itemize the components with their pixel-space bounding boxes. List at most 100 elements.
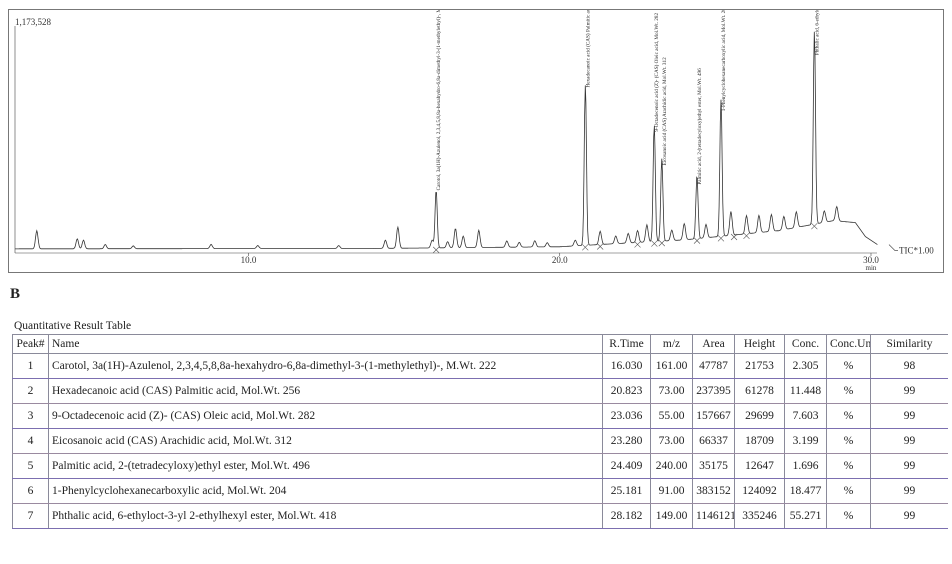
integration-marker bbox=[694, 238, 700, 244]
cell-conc-unit: % bbox=[827, 454, 871, 479]
cell-area: 66337 bbox=[693, 429, 735, 454]
cell-height: 29699 bbox=[735, 404, 785, 429]
cell-mz: 73.00 bbox=[651, 379, 693, 404]
table-row: 2 Hexadecanoic acid (CAS) Palmitic acid, … bbox=[13, 379, 949, 404]
cell-area: 237395 bbox=[693, 379, 735, 404]
cell-similarity: 99 bbox=[871, 454, 949, 479]
cell-conc: 1.696 bbox=[785, 454, 827, 479]
cell-peak: 2 bbox=[13, 379, 49, 404]
cell-rtime: 23.280 bbox=[603, 429, 651, 454]
integration-marker bbox=[597, 244, 603, 250]
chromatogram-panel: 1,173,528 Carotol, 3a(1H)-Azulenol, 2,3,… bbox=[8, 9, 944, 273]
integration-marker bbox=[811, 223, 817, 229]
cell-similarity: 99 bbox=[871, 504, 949, 529]
cell-rtime: 20.823 bbox=[603, 379, 651, 404]
y-max-label: 1,173,528 bbox=[15, 17, 52, 27]
cell-area: 383152 bbox=[693, 479, 735, 504]
cell-mz: 149.00 bbox=[651, 504, 693, 529]
cell-conc: 11.448 bbox=[785, 379, 827, 404]
cell-area: 157667 bbox=[693, 404, 735, 429]
header-mz: m/z bbox=[651, 335, 693, 354]
cell-name: 9-Octadecenoic acid (Z)- (CAS) Oleic aci… bbox=[49, 404, 603, 429]
cell-area: 35175 bbox=[693, 454, 735, 479]
x-tick-label: 10.0 bbox=[241, 255, 257, 265]
trace-label-leader bbox=[889, 245, 898, 251]
cell-conc-unit: % bbox=[827, 354, 871, 379]
header-rtime: R.Time bbox=[603, 335, 651, 354]
cell-area: 1146121 bbox=[693, 504, 735, 529]
cell-rtime: 24.409 bbox=[603, 454, 651, 479]
table-row: 1 Carotol, 3a(1H)-Azulenol, 2,3,4,5,8,8a-… bbox=[13, 354, 949, 379]
quantitative-result-table-container: Quantitative Result Table Peak# Name R.T… bbox=[12, 320, 948, 556]
integration-marker bbox=[433, 247, 439, 253]
cell-mz: 73.00 bbox=[651, 429, 693, 454]
cell-area: 47787 bbox=[693, 354, 735, 379]
integration-marker bbox=[718, 235, 724, 241]
table-header-row: Peak# Name R.Time m/z Area Height Conc. … bbox=[13, 335, 949, 354]
cell-similarity: 99 bbox=[871, 404, 949, 429]
cell-mz: 240.00 bbox=[651, 454, 693, 479]
cell-peak: 5 bbox=[13, 454, 49, 479]
cell-rtime: 25.181 bbox=[603, 479, 651, 504]
integration-marker bbox=[651, 241, 657, 247]
peak-label: 1-Phenylcyclohexanecarboxylic acid, Mol.… bbox=[721, 10, 727, 111]
peak-label: Palmitic acid, 2-(tetradecyloxy)ethyl es… bbox=[696, 68, 703, 185]
cell-conc-unit: % bbox=[827, 379, 871, 404]
cell-conc: 2.305 bbox=[785, 354, 827, 379]
cell-conc: 55.271 bbox=[785, 504, 827, 529]
cell-conc-unit: % bbox=[827, 479, 871, 504]
cell-similarity: 99 bbox=[871, 429, 949, 454]
table-title: Quantitative Result Table bbox=[14, 320, 948, 332]
trace-label: TIC*1.00 bbox=[899, 246, 934, 256]
cell-name: Carotol, 3a(1H)-Azulenol, 2,3,4,5,8,8a-h… bbox=[49, 354, 603, 379]
tic-trace-line bbox=[15, 32, 877, 249]
peak-label: Phthalic acid, 6-ethyloct-3-yl 2-ethylhe… bbox=[814, 10, 820, 55]
cell-height: 18709 bbox=[735, 429, 785, 454]
peak-label: Hexadecanoic acid (CAS) Palmitic acid, M… bbox=[584, 10, 591, 88]
integration-marker bbox=[635, 241, 641, 247]
peak-label: 9-Octadecenoic acid (Z)- (CAS) Oleic aci… bbox=[653, 13, 660, 132]
cell-conc-unit: % bbox=[827, 504, 871, 529]
header-area: Area bbox=[693, 335, 735, 354]
cell-peak: 6 bbox=[13, 479, 49, 504]
peak-label: Eicosanoic acid (CAS) Arachidic acid, Mo… bbox=[661, 57, 668, 166]
cell-peak: 3 bbox=[13, 404, 49, 429]
x-unit-label: min bbox=[866, 264, 877, 272]
header-height: Height bbox=[735, 335, 785, 354]
cell-mz: 91.00 bbox=[651, 479, 693, 504]
header-similarity: Similarity bbox=[871, 335, 949, 354]
chromatogram-chart: 1,173,528 Carotol, 3a(1H)-Azulenol, 2,3,… bbox=[9, 10, 943, 272]
integration-marker bbox=[731, 234, 737, 240]
cell-mz: 161.00 bbox=[651, 354, 693, 379]
header-peak: Peak# bbox=[13, 335, 49, 354]
cell-mz: 55.00 bbox=[651, 404, 693, 429]
cell-similarity: 98 bbox=[871, 354, 949, 379]
x-tick-label: 20.0 bbox=[552, 255, 568, 265]
cell-name: Eicosanoic acid (CAS) Arachidic acid, Mo… bbox=[49, 429, 603, 454]
peak-label: Carotol, 3a(1H)-Azulenol, 2,3,4,5,8,8a-h… bbox=[435, 10, 442, 190]
table-row: 5 Palmitic acid, 2-(tetradecyloxy)ethyl e… bbox=[13, 454, 949, 479]
cell-similarity: 99 bbox=[871, 479, 949, 504]
cell-peak: 1 bbox=[13, 354, 49, 379]
cell-peak: 4 bbox=[13, 429, 49, 454]
header-conc: Conc. bbox=[785, 335, 827, 354]
integration-marker bbox=[582, 244, 588, 250]
cell-conc: 3.199 bbox=[785, 429, 827, 454]
cell-height: 61278 bbox=[735, 379, 785, 404]
cell-conc-unit: % bbox=[827, 429, 871, 454]
table-row: 4 Eicosanoic acid (CAS) Arachidic acid, M… bbox=[13, 429, 949, 454]
header-name: Name bbox=[49, 335, 603, 354]
cell-rtime: 23.036 bbox=[603, 404, 651, 429]
cell-conc-unit: % bbox=[827, 404, 871, 429]
panel-label-b: B bbox=[10, 286, 20, 303]
cell-height: 335246 bbox=[735, 504, 785, 529]
quantitative-result-table: Peak# Name R.Time m/z Area Height Conc. … bbox=[12, 334, 948, 529]
cell-name: Hexadecanoic acid (CAS) Palmitic acid, M… bbox=[49, 379, 603, 404]
cell-height: 21753 bbox=[735, 354, 785, 379]
cell-conc: 18.477 bbox=[785, 479, 827, 504]
integration-marker bbox=[659, 240, 665, 246]
cell-name: Palmitic acid, 2-(tetradecyloxy)ethyl es… bbox=[49, 454, 603, 479]
cell-height: 124092 bbox=[735, 479, 785, 504]
integration-marker bbox=[743, 233, 749, 239]
table-row: 7 Phthalic acid, 6-ethyloct-3-yl 2-ethylh… bbox=[13, 504, 949, 529]
